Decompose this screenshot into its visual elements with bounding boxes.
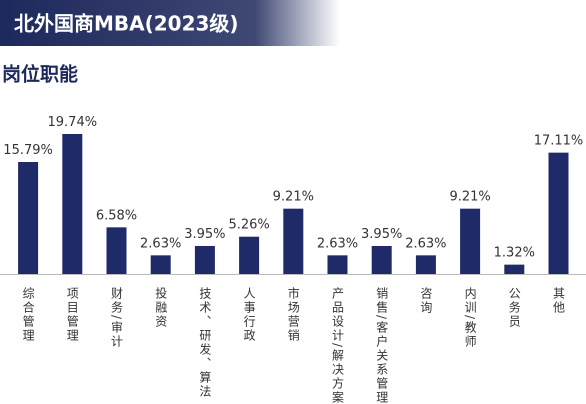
bar (239, 236, 260, 274)
value-label: 1.32% (494, 246, 535, 261)
value-label: 9.21% (273, 190, 314, 205)
value-label: 9.21% (449, 190, 490, 205)
bar (460, 208, 481, 274)
bar (548, 152, 569, 274)
value-label: 6.58% (96, 208, 137, 223)
bar (415, 255, 436, 274)
category-label: 产品设计/解决方案 (331, 287, 345, 404)
value-label: 17.11% (534, 134, 584, 149)
category-label: 人事行政 (242, 287, 256, 343)
category-label: 公务员 (507, 287, 521, 329)
value-label: 2.63% (317, 236, 358, 251)
bar (62, 134, 83, 274)
category-label: 咨询 (419, 286, 433, 315)
bar (194, 245, 215, 274)
category-label: 投融资 (154, 286, 168, 329)
category-label: 市场营销 (286, 286, 300, 343)
header-banner (0, 0, 340, 46)
value-label: 3.95% (184, 227, 225, 242)
value-label: 2.63% (140, 236, 181, 251)
bar (504, 264, 525, 274)
bar (327, 255, 348, 274)
category-label: 销售/客户关系管理 (375, 287, 389, 404)
bar (150, 255, 171, 274)
value-label: 2.63% (405, 236, 446, 251)
value-label: 19.74% (48, 115, 98, 130)
category-label: 财务/审计 (110, 287, 124, 349)
bar (371, 245, 392, 274)
category-label: 其他 (552, 287, 566, 315)
value-label: 5.26% (228, 218, 269, 233)
chart-title: 北外国商MBA(2023级) (14, 12, 239, 36)
category-label: 技术、研发、算法 (198, 287, 212, 399)
bar (283, 208, 304, 274)
bar (18, 162, 39, 274)
category-label: 项目管理 (65, 287, 79, 343)
value-label: 15.79% (3, 143, 53, 158)
value-label: 3.95% (361, 227, 402, 242)
category-label: 内训/教师 (463, 287, 477, 349)
bar (106, 227, 127, 274)
category-label: 综合管理 (21, 287, 35, 343)
chart-subtitle: 岗位职能 (2, 63, 78, 86)
